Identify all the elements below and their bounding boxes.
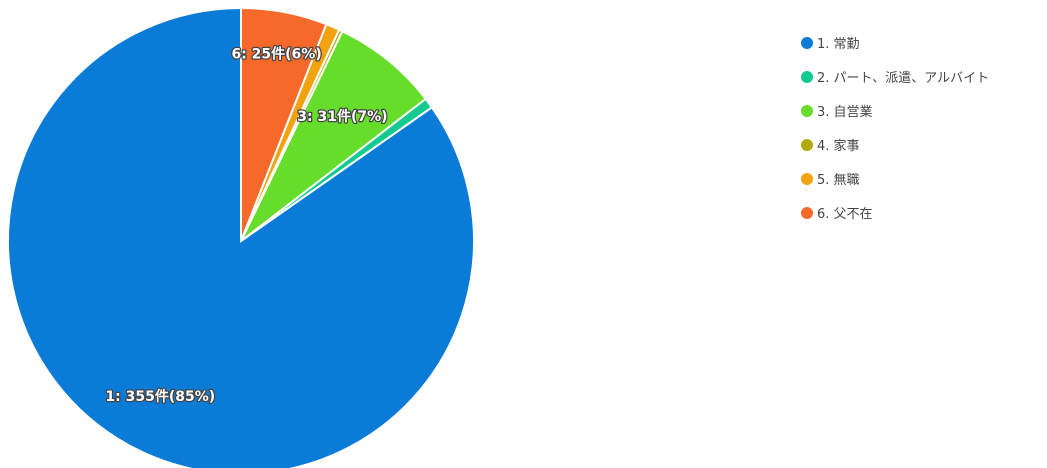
legend-swatch-2	[801, 71, 813, 83]
pie-slice-3[interactable]	[240, 29, 428, 242]
pie-slices	[6, 6, 475, 468]
legend-swatch-6	[801, 207, 813, 219]
legend-label-5: 5. 無職	[817, 173, 860, 188]
legend-item-1[interactable]: 1. 常勤	[801, 37, 860, 52]
slice-labels: 1: 355件(85%) 3: 31件(7%) 6: 25件(6%)	[104, 44, 389, 406]
legend-item-4[interactable]: 4. 家事	[801, 138, 860, 154]
legend-swatch-3	[801, 105, 813, 117]
legend-label-2: 2. パート、派遣、アルバイト	[817, 71, 989, 86]
legend: 1. 常勤 2. パート、派遣、アルバイト 3. 自営業 4. 家事 5. 無職 6. 父…	[801, 37, 989, 222]
legend-swatch-5	[801, 173, 813, 185]
legend-label-6: 6. 父不在	[817, 207, 873, 222]
slice-data-label-6: 6: 25件(6%)	[231, 45, 321, 62]
legend-swatch-1	[801, 37, 813, 49]
legend-label-3: 3. 自営業	[817, 104, 873, 120]
legend-item-2[interactable]: 2. パート、派遣、アルバイト	[801, 71, 989, 86]
legend-item-5[interactable]: 5. 無職	[801, 173, 860, 188]
legend-label-1: 1. 常勤	[817, 37, 860, 52]
legend-label-4: 4. 家事	[817, 138, 860, 154]
legend-item-3[interactable]: 3. 自営業	[801, 104, 873, 120]
legend-swatch-4	[801, 139, 813, 151]
slice-data-label-3: 3: 31件(7%)	[297, 108, 387, 125]
slice-data-label-1: 1: 355件(85%)	[105, 388, 215, 405]
pie-slice-6[interactable]	[240, 6, 328, 242]
legend-item-6[interactable]: 6. 父不在	[801, 207, 873, 222]
